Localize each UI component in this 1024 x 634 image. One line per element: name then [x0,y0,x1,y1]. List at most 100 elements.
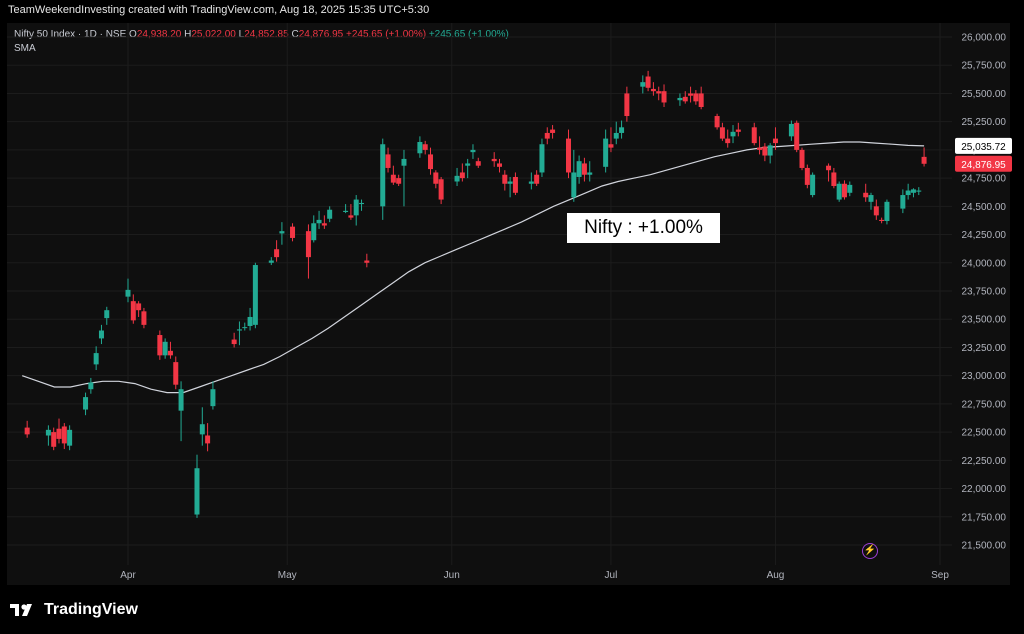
candle-body [433,172,439,184]
candle-body [544,132,550,139]
open-label: O [129,29,137,40]
y-tick-label: 22,750.00 [962,399,1007,410]
tradingview-logo[interactable]: TradingView [10,600,138,620]
y-tick-label: 23,250.00 [962,343,1007,354]
symbol-label: Nifty 50 Index · 1D · NSE [14,29,127,40]
candle-body [539,144,545,173]
close-value: 24,876.95 [298,29,344,40]
candle-body [868,195,874,202]
sma-indicator-label[interactable]: SMA [14,43,36,54]
candle-body [353,199,359,216]
candle-body [385,154,391,168]
y-tick-label: 24,250.00 [962,230,1007,241]
candle-body [242,327,248,329]
candle-body [650,88,656,92]
y-tick-label: 24,500.00 [962,202,1007,213]
candle-body [767,145,773,156]
candle-body [45,429,51,436]
candle-body [884,201,890,222]
x-tick-label: Jul [605,570,618,581]
candle-body [268,260,274,263]
candle-body [343,210,349,212]
candle-body [730,131,736,137]
candle-body [645,76,651,88]
candle-body [921,156,927,164]
lightning-icon[interactable]: ⚡ [862,543,878,559]
candle-body [125,289,131,297]
candle-body [788,123,794,137]
candle-body [252,265,258,325]
candle-body [311,223,317,241]
candle-body [428,154,434,170]
candle-body [104,310,110,319]
candle-body [528,181,534,184]
candle-body [794,122,800,150]
candle-body [210,389,216,407]
change-value: +245.65 (+1.00%) [345,29,427,40]
candle-body [762,146,768,156]
candle-body [305,231,311,258]
candle-body [751,127,757,144]
tradingview-icon [10,604,32,616]
ohlc-legend: Nifty 50 Index · 1D · NSE O24,938.20 H25… [14,29,509,40]
candle-body [401,158,407,166]
candle-body [900,195,906,209]
x-tick-label: Apr [120,570,136,581]
candle-body [587,172,593,175]
last-price-tag [955,155,1012,172]
candle-body [836,183,842,200]
candle-body [571,172,577,198]
y-tick-label: 25,250.00 [962,117,1007,128]
y-tick-label: 23,750.00 [962,287,1007,298]
candle-body [327,209,333,219]
chart-area[interactable] [7,23,1010,585]
y-tick-label: 25,500.00 [962,89,1007,100]
y-tick-label: 22,250.00 [962,456,1007,467]
candle-body [88,382,94,390]
candle-body [831,172,837,187]
candle-body [507,181,513,184]
candle-body [475,161,481,166]
candle-body [470,149,476,153]
candle-body [199,424,205,435]
candle-body [698,93,704,107]
candle-body [93,353,99,365]
open-value: 24,938.20 [136,29,182,40]
y-tick-label: 22,500.00 [962,428,1007,439]
candle-body [608,144,614,148]
candle-body [162,341,168,356]
candle-body [873,206,879,216]
candle-body [178,389,184,411]
candle-body [380,144,386,207]
change-value-secondary: +245.65 (+1.00%) [428,29,509,40]
y-tick-label: 21,500.00 [962,541,1007,552]
candle-body [624,93,630,117]
candle-body [422,144,428,150]
y-tick-label: 25,750.00 [962,61,1007,72]
low-value: 24,852.85 [244,29,289,40]
sma-line [22,141,925,394]
candle-body [167,350,173,356]
candle-body [438,179,444,200]
high-value: 25,022.00 [191,29,236,40]
candle-body [274,249,280,258]
close-label: C [291,29,299,40]
candle-body [910,189,916,193]
candle-body [905,190,911,196]
candle-body [502,174,508,184]
y-tick-label: 23,000.00 [962,371,1007,382]
candle-body [236,329,242,331]
candle-body [735,129,741,132]
candle-body [841,183,847,198]
y-tick-label: 22,000.00 [962,484,1007,495]
x-tick-label: Jun [444,570,460,581]
y-tick-label: 26,000.00 [962,33,1007,44]
y-tick-label: 24,000.00 [962,258,1007,269]
candle-body [364,260,370,263]
candle-body [491,158,497,162]
candle-body [465,163,471,166]
candle-body [51,432,57,447]
x-tick-label: May [278,570,297,581]
